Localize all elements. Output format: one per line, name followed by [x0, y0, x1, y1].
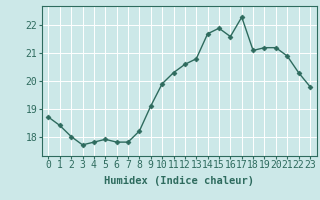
- X-axis label: Humidex (Indice chaleur): Humidex (Indice chaleur): [104, 176, 254, 186]
